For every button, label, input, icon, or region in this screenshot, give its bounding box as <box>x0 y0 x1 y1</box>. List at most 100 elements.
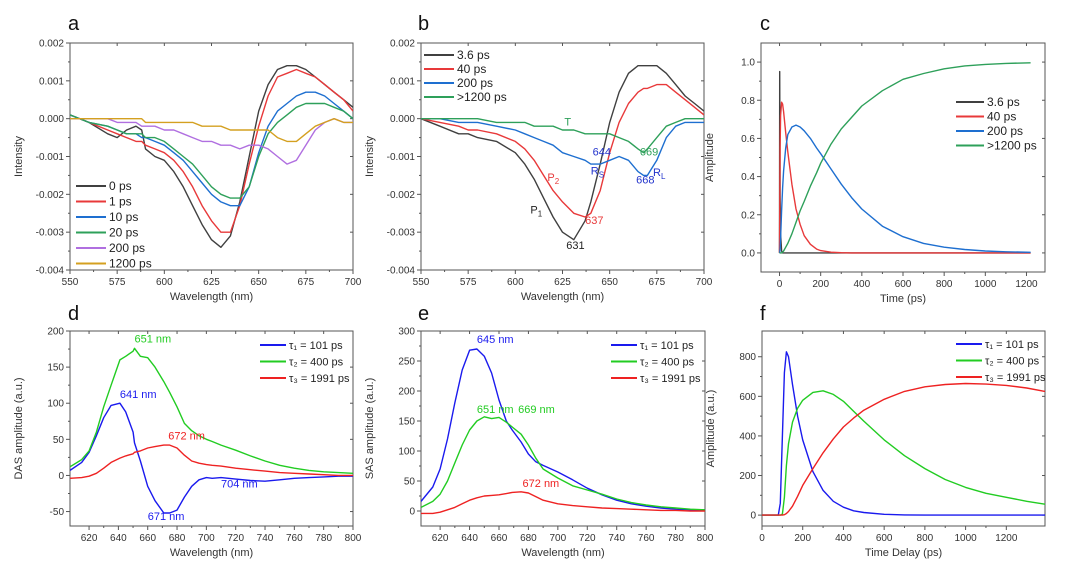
annotation: 644 <box>593 147 611 159</box>
y-tick-label: -50 <box>50 507 65 518</box>
legend-entry: τ₁ = 101 ps <box>985 339 1039 351</box>
panel-label-b: b <box>418 13 429 35</box>
x-tick-label: 600 <box>156 277 173 288</box>
x-tick-label: 800 <box>917 533 934 544</box>
legend-entry: 40 ps <box>987 110 1016 124</box>
x-tick-label: 800 <box>936 279 953 290</box>
legend-entry: 20 ps <box>109 226 138 240</box>
series-line-2 <box>762 390 1045 516</box>
series-line-4 <box>779 62 1031 254</box>
annotation: T <box>564 116 571 128</box>
series-line-5 <box>70 118 353 165</box>
x-tick-label: 640 <box>461 533 478 544</box>
y-tick-label: 0.8 <box>741 96 755 107</box>
series-group <box>778 62 1031 254</box>
plot-frame <box>69 330 354 527</box>
legend-entry: 1 ps <box>109 195 132 209</box>
series-line-1 <box>70 65 353 248</box>
series-line-2 <box>421 83 704 218</box>
y-tick-label: 0.001 <box>39 76 64 87</box>
annotation: 637 <box>585 215 603 227</box>
x-tick-label: 625 <box>203 277 220 288</box>
series-line-4 <box>421 118 704 154</box>
x-tick-label: 625 <box>554 277 571 288</box>
legend-entry: τ₁ = 101 ps <box>289 340 343 352</box>
x-tick-label: 0 <box>759 533 765 544</box>
x-tick-label: 200 <box>794 533 811 544</box>
legend-entry: 3.6 ps <box>457 48 490 62</box>
x-tick-label: 620 <box>432 533 449 544</box>
x-tick-label: 740 <box>257 533 274 544</box>
legend-entry: τ₂ = 400 ps <box>289 357 344 369</box>
legend-entry: 200 ps <box>109 241 145 255</box>
x-tick-label: 760 <box>286 533 303 544</box>
legend-entry: 10 ps <box>109 210 138 224</box>
x-tick-label: 1200 <box>1015 279 1038 290</box>
x-tick-label: 700 <box>550 533 567 544</box>
y-tick-label: 0.002 <box>39 39 64 50</box>
x-tick-label: 720 <box>579 533 596 544</box>
y-tick-label: 0.0 <box>741 248 755 259</box>
panel-e: e 620 640 660 680 700 720 740 760 780 800 0 50 100 150… <box>364 303 714 559</box>
y-tick-label: -0.001 <box>387 152 416 163</box>
x-tick-label: 680 <box>520 533 537 544</box>
y-tick-label: 0.000 <box>39 114 64 125</box>
annotation: P2 <box>547 172 559 186</box>
series-line-3 <box>779 124 1031 254</box>
x-tick-label: 780 <box>667 533 684 544</box>
legend-entry: >1200 ps <box>457 90 507 104</box>
y-tick-label: -0.003 <box>387 228 416 239</box>
annotation: 669 <box>640 147 658 159</box>
legend-entry: 200 ps <box>457 76 493 90</box>
legend-entry: τ₃ = 1991 ps <box>985 372 1046 384</box>
series-group <box>762 351 1045 516</box>
x-tick-label: 550 <box>413 277 430 288</box>
series-line-3 <box>421 118 704 177</box>
x-tick-label: 620 <box>81 533 98 544</box>
y-tick-label: 0 <box>750 511 756 522</box>
y-tick-label: 0.001 <box>390 76 415 87</box>
x-tick-label: 780 <box>315 533 332 544</box>
annotation: 651 nm <box>477 404 514 416</box>
y-axis-label: Amplitude <box>704 133 716 182</box>
x-axis-label: Time Delay (ps) <box>865 547 942 559</box>
x-tick-label: 1200 <box>995 533 1018 544</box>
x-tick-label: 1000 <box>974 279 997 290</box>
x-axis-label: Wavelength (nm) <box>521 291 604 303</box>
y-tick-label: -0.004 <box>36 266 65 277</box>
panel-d: d 620 640 660 680 700 720 740 760 780 800 -50 0 50 100… <box>13 303 362 559</box>
y-tick-label: 200 <box>739 471 756 482</box>
panel-label-e: e <box>418 303 429 325</box>
y-tick-label: -0.003 <box>36 228 65 239</box>
annotation: RL <box>653 167 666 181</box>
annotation: 645 nm <box>477 334 514 346</box>
x-tick-label: 640 <box>110 533 127 544</box>
x-tick-label: 800 <box>697 533 714 544</box>
y-axis-label: SAS amplitude (a.u.) <box>364 378 376 480</box>
x-tick-label: 700 <box>198 533 215 544</box>
y-tick-label: 100 <box>398 447 415 458</box>
series-line-3 <box>421 491 705 515</box>
series-line-2 <box>70 68 353 233</box>
y-tick-label: 0 <box>58 471 64 482</box>
y-tick-label: 200 <box>47 327 64 338</box>
y-tick-label: 800 <box>739 352 756 363</box>
plot-frame <box>761 330 1046 527</box>
y-tick-label: 200 <box>398 387 415 398</box>
y-axis-label: Amplitude (a.u.) <box>705 390 717 468</box>
legend-entry: τ₃ = 1991 ps <box>289 373 350 385</box>
y-tick-label: 400 <box>739 431 756 442</box>
x-tick-label: 600 <box>507 277 524 288</box>
y-tick-label: 1.0 <box>741 58 755 69</box>
x-tick-label: 760 <box>638 533 655 544</box>
series-line-1 <box>70 402 353 514</box>
annotation: 668 <box>636 175 654 187</box>
x-axis-label: Time (ps) <box>880 293 926 305</box>
series-group <box>70 347 353 514</box>
annotation: RS <box>591 166 604 180</box>
x-tick-label: 650 <box>601 277 618 288</box>
x-axis-label: Wavelength (nm) <box>170 547 253 559</box>
